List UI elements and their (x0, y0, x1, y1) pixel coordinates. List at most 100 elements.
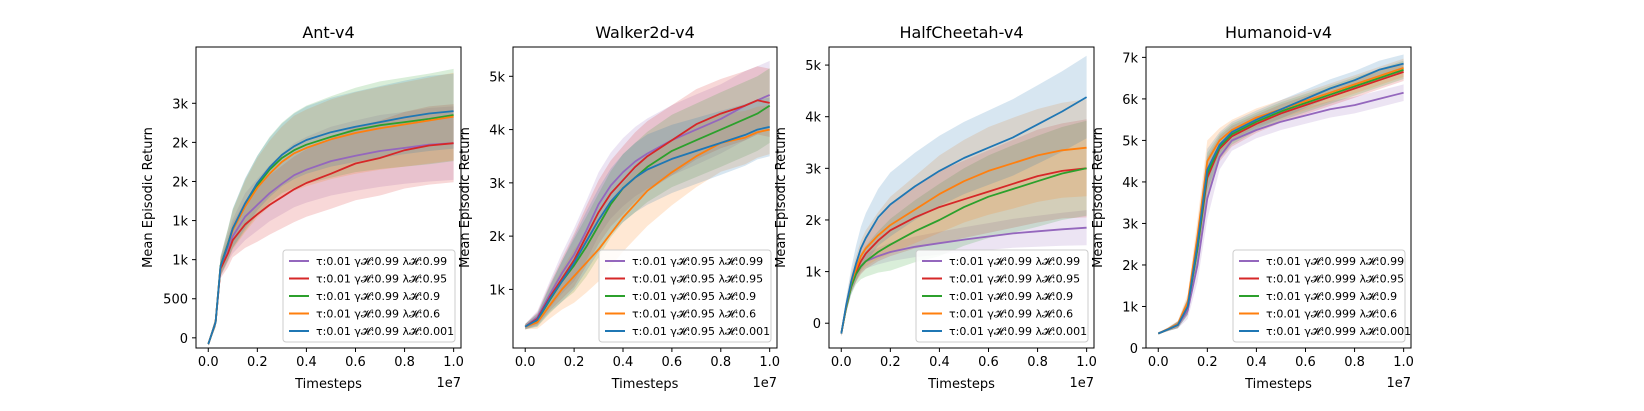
y-tick-label: 2k (172, 175, 188, 190)
axes-frame (195, 46, 462, 349)
y-tick-label: 5k (805, 59, 821, 74)
legend-label: τ:0.01 γ𝓗:0.99 λ𝓗:0.001 (316, 325, 454, 338)
chart-title: HalfCheetah-v4 (899, 23, 1023, 42)
y-tick-label: 4k (805, 111, 821, 126)
x-tick-label: 0.2 (880, 355, 901, 370)
axes-frame (1145, 46, 1412, 349)
confidence-band-3 (841, 99, 1087, 337)
legend-label: τ:0.01 γ𝓗:0.99 λ𝓗:0.6 (316, 308, 440, 321)
y-tick-label: 0 (180, 332, 188, 347)
y-tick-label: 3k (172, 97, 188, 112)
x-offset-label: 1e7 (436, 376, 461, 391)
subplot-2: HalfCheetah-v4 0.0 0.2 0.4 0.6 0.8 1.0 0 1k 2k 3k 4… (774, 23, 1097, 392)
chart-title: Ant-v4 (302, 23, 354, 42)
x-tick-label: 0.4 (296, 355, 317, 370)
legend-label: τ:0.01 γ𝓗:0.95 λ𝓗:0.001 (632, 325, 770, 338)
y-axis-label: Mean Episodic Return (458, 127, 473, 268)
axes-frame (512, 46, 778, 349)
legend-label: τ:0.01 γ𝓗:0.99 λ𝓗:0.99 (949, 255, 1080, 268)
x-tick-label: 0.6 (345, 355, 366, 370)
x-tick-label: 0.4 (929, 355, 950, 370)
y-tick-label: 0 (813, 317, 821, 332)
x-offset-label: 1e7 (1069, 376, 1094, 391)
axes-frame (828, 46, 1095, 349)
legend-label: τ:0.01 γ𝓗:0.95 λ𝓗:0.95 (632, 273, 763, 286)
x-axis-label: Timesteps (294, 377, 362, 392)
series-line-4 (524, 126, 770, 328)
legend-label: τ:0.01 γ𝓗:0.999 λ𝓗:0.95 (1266, 273, 1404, 286)
y-tick-label: 1k (1122, 300, 1138, 315)
x-tick-label: 0.4 (1246, 355, 1267, 370)
x-tick-label: 0.2 (247, 355, 268, 370)
x-axis-label: Timesteps (927, 377, 995, 392)
legend-label: τ:0.01 γ𝓗:0.99 λ𝓗:0.6 (949, 308, 1073, 321)
series-line-0 (524, 94, 771, 328)
y-tick-label: 0 (1130, 342, 1138, 357)
series-line-3 (1157, 66, 1404, 335)
y-tick-label: 4k (489, 124, 505, 139)
legend-label: τ:0.01 γ𝓗:0.99 λ𝓗:0.99 (316, 255, 447, 268)
series-line-1 (524, 99, 770, 328)
x-tick-label: 0.8 (394, 355, 415, 370)
y-tick-label: 1k (489, 283, 505, 298)
legend-label: τ:0.01 γ𝓗:0.99 λ𝓗:0.9 (949, 290, 1073, 303)
y-tick-label: 5k (1122, 134, 1138, 149)
confidence-band-1 (841, 119, 1087, 337)
y-tick-label: 2k (489, 230, 505, 245)
legend-label: τ:0.01 γ𝓗:0.99 λ𝓗:0.9 (316, 290, 440, 303)
y-tick-label: 6k (1122, 93, 1138, 108)
x-tick-label: 0.6 (662, 355, 683, 370)
series-line-4 (207, 110, 454, 345)
confidence-band-2 (525, 68, 770, 330)
confidence-band-2 (208, 68, 454, 346)
series-line-4 (840, 96, 1088, 334)
y-axis-label: Mean Episodic Return (774, 127, 789, 268)
y-tick-label: 1k (172, 215, 188, 230)
y-axis-label: Mean Episodic Return (1091, 127, 1106, 268)
x-offset-label: 1e7 (1386, 376, 1411, 391)
y-tick-label: 1k (172, 254, 188, 269)
x-tick-label: 1.0 (443, 355, 464, 370)
legend-label: τ:0.01 γ𝓗:0.999 λ𝓗:0.99 (1266, 255, 1404, 268)
legend-label: τ:0.01 γ𝓗:0.999 λ𝓗:0.001 (1266, 325, 1411, 338)
y-tick-label: 2k (172, 136, 188, 151)
confidence-band-1 (1158, 62, 1404, 335)
legend-label: τ:0.01 γ𝓗:0.999 λ𝓗:0.6 (1266, 308, 1397, 321)
subplot-1: Walker2d-v4 0.0 0.2 0.4 0.6 0.8 1.0 1k 2k 3k 4k 5k T… (458, 23, 780, 392)
x-tick-label: 1.0 (1076, 355, 1097, 370)
legend: τ:0.01 γ𝓗:0.95 λ𝓗:0.99 τ:0.01 γ𝓗:0.95 λ𝓗:… (598, 249, 772, 343)
x-tick-label: 0.0 (515, 355, 536, 370)
legend-box (282, 249, 456, 343)
y-tick-label: 3k (805, 162, 821, 177)
confidence-band-3 (208, 72, 454, 346)
y-tick-label: 3k (1122, 217, 1138, 232)
legend-label: τ:0.01 γ𝓗:0.95 λ𝓗:0.6 (632, 308, 756, 321)
confidence-band-3 (525, 105, 770, 330)
legend: τ:0.01 γ𝓗:0.99 λ𝓗:0.99 τ:0.01 γ𝓗:0.99 λ𝓗:… (282, 249, 456, 343)
legend-box (598, 249, 772, 343)
x-tick-label: 0.0 (198, 355, 219, 370)
y-tick-label: 5k (489, 70, 505, 85)
confidence-band-0 (525, 60, 770, 330)
chart-title: Walker2d-v4 (595, 23, 695, 42)
x-tick-label: 1.0 (1393, 355, 1414, 370)
series-line-2 (840, 167, 1087, 334)
y-tick-label: 2k (1122, 259, 1138, 274)
legend-box (1232, 249, 1406, 343)
x-tick-label: 0.4 (613, 355, 634, 370)
y-axis-label: Mean Episodic Return (141, 127, 156, 268)
y-tick-label: 3k (489, 177, 505, 192)
confidence-band-4 (841, 55, 1087, 337)
legend-box (915, 249, 1089, 343)
confidence-band-4 (208, 73, 454, 346)
legend-label: τ:0.01 γ𝓗:0.95 λ𝓗:0.9 (632, 290, 756, 303)
series-line-4 (1157, 62, 1404, 335)
confidence-band-4 (1158, 54, 1404, 335)
confidence-band-1 (208, 104, 454, 346)
chart-title: Humanoid-v4 (1225, 23, 1332, 42)
x-tick-label: 0.8 (1344, 355, 1365, 370)
x-axis-label: Timesteps (1244, 377, 1312, 392)
y-tick-label: 7k (1122, 51, 1138, 66)
confidence-band-2 (841, 120, 1087, 337)
